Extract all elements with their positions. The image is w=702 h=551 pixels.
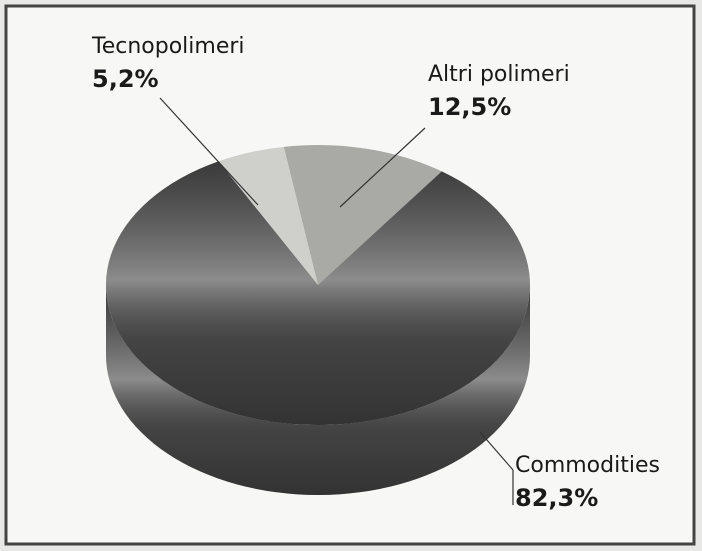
leader-line: [479, 431, 514, 505]
pie-slice-shade: [105, 161, 530, 426]
pie-side-shade: [106, 285, 530, 495]
leader-line: [159, 97, 259, 206]
slice-value: 5,2%: [92, 65, 159, 93]
pie-slice: [283, 145, 442, 285]
slice-label: Commodities: [515, 453, 660, 478]
slice-value: 82,3%: [515, 484, 598, 512]
leader-line: [339, 127, 426, 208]
pie-slice: [218, 146, 318, 285]
pie: [105, 145, 530, 495]
slice-label: Tecnopolimeri: [91, 34, 245, 59]
labels: Tecnopolimeri 5,2% Altri polimeri 12,5% Comm…: [91, 34, 660, 512]
slice-label: Altri polimeri: [428, 62, 570, 87]
slice-value: 12,5%: [428, 93, 511, 121]
